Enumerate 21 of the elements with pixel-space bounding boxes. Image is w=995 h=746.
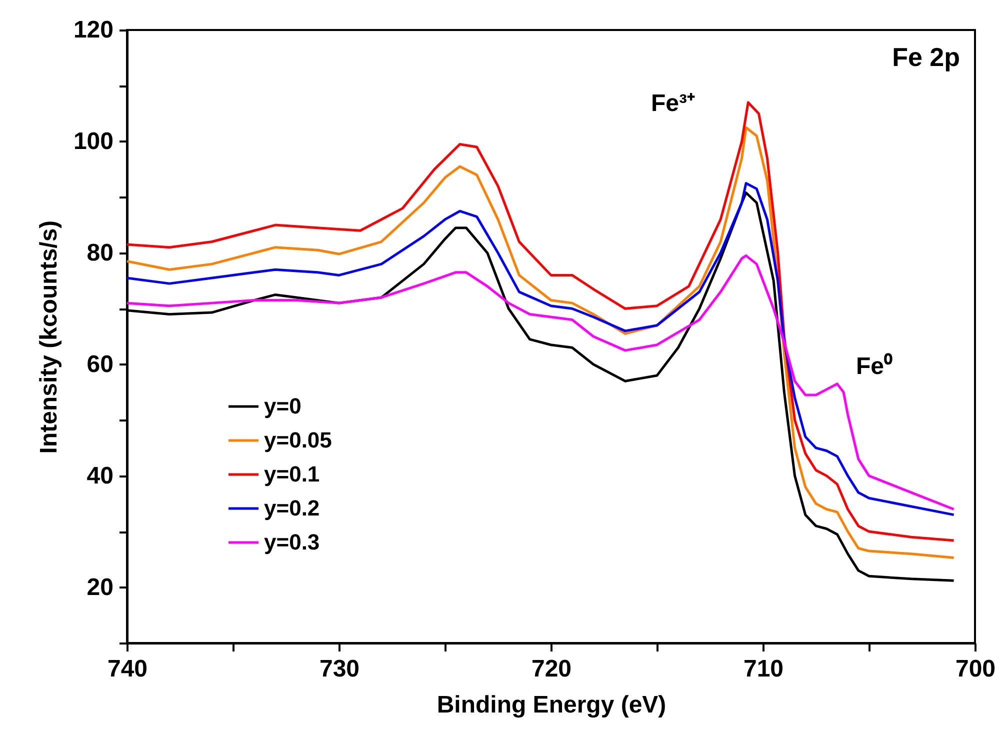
x-tick-label: 710 [743,656,784,682]
y-tick-label: 40 [86,462,114,490]
legend-label: y=0.1 [264,462,320,486]
annotation: Fe 2p [892,42,960,72]
legend-label: y=0.2 [264,496,320,520]
y-tick-label: 80 [86,239,114,266]
annotation: Fe³⁺ [651,90,695,117]
legend-label: y=0.3 [264,530,320,554]
legend-label: y=0 [264,394,302,418]
x-tick-label: 700 [955,656,995,682]
y-tick-label: 100 [73,128,114,155]
y-tick-label: 60 [86,350,114,378]
x-tick-label: 730 [319,656,360,682]
y-axis-title: Intensity (kcounts/s) [35,220,62,454]
y-tick-label: 20 [86,574,114,601]
x-tick-label: 740 [107,656,148,682]
y-tick-label: 120 [73,16,114,44]
legend-label: y=0.05 [264,428,332,452]
annotation: Fe⁰ [856,353,893,380]
x-tick-label: 720 [531,656,572,682]
x-axis-title: Binding Energy (eV) [436,692,666,718]
